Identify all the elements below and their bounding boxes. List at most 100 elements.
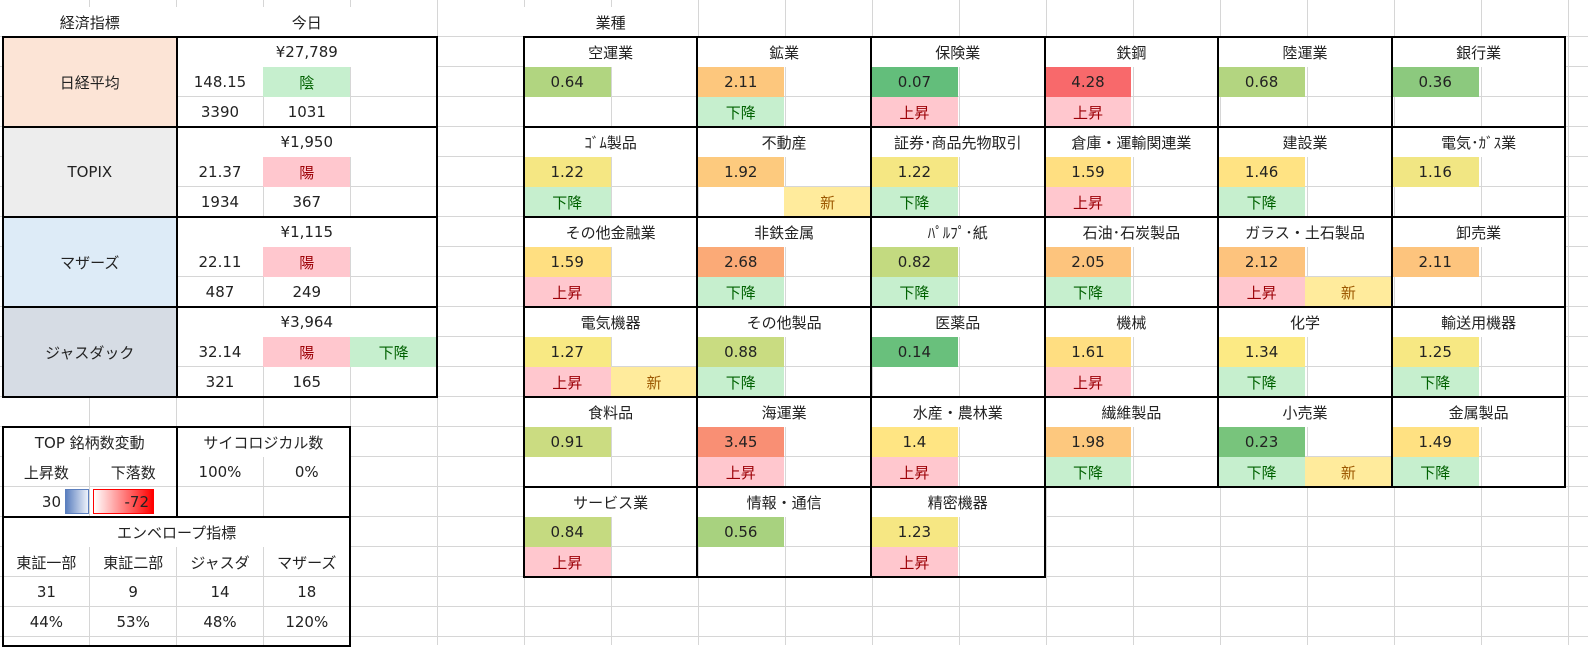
envelope-column-header[interactable]: ジャスダ <box>190 553 250 572</box>
sector-value[interactable]: 1.16 <box>1391 157 1479 187</box>
sector-trend[interactable]: 上昇 <box>1218 277 1305 307</box>
index-count-b[interactable]: 165 <box>292 373 322 391</box>
index-name[interactable]: TOPIX <box>3 127 177 217</box>
envelope-column-header[interactable]: 東証一部 <box>16 553 77 572</box>
sector-new-badge[interactable]: 新 <box>610 367 698 397</box>
sector-value[interactable]: 1.98 <box>1044 427 1132 457</box>
sector-value[interactable]: 0.84 <box>523 517 611 547</box>
index-count-a[interactable]: 321 <box>205 373 235 391</box>
sector-trend[interactable]: 下降 <box>1218 457 1305 487</box>
sector-name[interactable]: 医薬品 <box>871 307 1045 337</box>
psychological-value[interactable]: 100% <box>198 463 242 481</box>
sector-trend[interactable]: 下降 <box>697 367 785 397</box>
index-change[interactable]: 21.37 <box>198 163 242 181</box>
sector-name[interactable]: 石油･石炭製品 <box>1044 217 1219 247</box>
sector-name[interactable]: 海運業 <box>697 397 871 427</box>
header-today[interactable]: 今日 <box>176 7 437 37</box>
sector-trend[interactable]: 下降 <box>1218 187 1305 217</box>
index-candle[interactable]: 陽 <box>263 337 351 367</box>
index-count-b[interactable]: 249 <box>292 283 322 301</box>
sector-name[interactable]: 保険業 <box>871 37 1045 67</box>
sector-trend[interactable]: 下降 <box>1218 367 1305 397</box>
fall-label[interactable]: 下落数 <box>110 463 156 482</box>
sector-name[interactable]: 食料品 <box>523 397 698 427</box>
psychological-value[interactable]: 0% <box>294 463 319 481</box>
sector-name[interactable]: 小売業 <box>1218 397 1392 427</box>
sector-name[interactable]: 空運業 <box>523 37 698 67</box>
envelope-count[interactable]: 18 <box>297 583 317 601</box>
sector-trend[interactable]: 上昇 <box>1044 97 1132 127</box>
sector-trend[interactable]: 下降 <box>1391 367 1479 397</box>
sector-value[interactable]: 1.25 <box>1391 337 1479 367</box>
sector-trend[interactable]: 上昇 <box>1044 367 1132 397</box>
sector-name[interactable]: 情報・通信 <box>697 487 871 517</box>
sector-value[interactable]: 1.4 <box>871 427 958 457</box>
sector-trend[interactable]: 下降 <box>871 187 958 217</box>
envelope-percent[interactable]: 44% <box>29 613 64 631</box>
sector-trend[interactable]: 下降 <box>1044 277 1132 307</box>
sector-trend[interactable]: 上昇 <box>1044 187 1132 217</box>
sector-value[interactable]: 0.64 <box>523 67 611 97</box>
sector-name[interactable]: 銀行業 <box>1391 37 1566 67</box>
sector-value[interactable]: 1.34 <box>1218 337 1305 367</box>
sector-name[interactable]: ガラス・土石製品 <box>1218 217 1392 247</box>
sector-name[interactable]: 倉庫・運輸関連業 <box>1044 127 1219 157</box>
envelope-percent[interactable]: 120% <box>285 613 329 631</box>
top-stocks-title[interactable]: TOP 銘柄数変動 <box>3 427 177 457</box>
sector-value[interactable]: 2.12 <box>1218 247 1305 277</box>
sector-value[interactable]: 1.23 <box>871 517 958 547</box>
sector-name[interactable]: 卸売業 <box>1391 217 1566 247</box>
sector-name[interactable]: 金属製品 <box>1391 397 1566 427</box>
header-sector[interactable]: 業種 <box>523 7 698 37</box>
sector-trend[interactable]: 上昇 <box>871 457 958 487</box>
sector-value[interactable]: 0.36 <box>1391 67 1479 97</box>
envelope-count[interactable]: 14 <box>210 583 230 601</box>
sector-name[interactable]: ｺﾞﾑ製品 <box>523 127 698 157</box>
sector-name[interactable]: 電気･ｶﾞｽ業 <box>1391 127 1566 157</box>
index-change[interactable]: 148.15 <box>193 73 247 91</box>
rise-label[interactable]: 上昇数 <box>23 463 69 482</box>
header-indicator[interactable]: 経済指標 <box>3 7 177 37</box>
sector-trend[interactable]: 下降 <box>523 187 611 217</box>
index-count-a[interactable]: 1934 <box>200 193 240 211</box>
sector-trend[interactable]: 下降 <box>697 97 785 127</box>
sector-name[interactable]: 非鉄金属 <box>697 217 871 247</box>
sector-value[interactable]: 1.61 <box>1044 337 1132 367</box>
psychological-title[interactable]: サイコロジカル数 <box>176 427 351 457</box>
index-count-b[interactable]: 367 <box>292 193 322 211</box>
sector-trend[interactable]: 下降 <box>1391 457 1479 487</box>
sector-value[interactable]: 1.22 <box>871 157 958 187</box>
sector-name[interactable]: その他製品 <box>697 307 871 337</box>
sector-name[interactable]: 鉄鋼 <box>1044 37 1219 67</box>
sector-trend[interactable]: 上昇 <box>697 457 785 487</box>
sector-value[interactable]: 1.49 <box>1391 427 1479 457</box>
sector-value[interactable]: 2.11 <box>1391 247 1479 277</box>
sector-trend[interactable]: 下降 <box>697 277 785 307</box>
fall-value[interactable]: -72 <box>93 489 154 514</box>
sector-new-badge[interactable]: 新 <box>1305 277 1392 307</box>
envelope-count[interactable]: 9 <box>128 583 138 601</box>
sector-trend[interactable]: 上昇 <box>871 97 958 127</box>
index-change[interactable]: 32.14 <box>198 343 242 361</box>
index-price[interactable]: ¥1,950 <box>176 127 437 157</box>
sector-trend[interactable]: 上昇 <box>523 277 611 307</box>
sector-value[interactable]: 0.56 <box>697 517 785 547</box>
envelope-title[interactable]: エンベロープ指標 <box>3 517 351 547</box>
sector-trend[interactable]: 下降 <box>1044 457 1132 487</box>
sector-new-badge[interactable]: 新 <box>784 187 871 217</box>
sector-name[interactable]: サービス業 <box>523 487 698 517</box>
sector-value[interactable]: 1.46 <box>1218 157 1305 187</box>
index-count-a[interactable]: 3390 <box>200 103 240 121</box>
sector-value[interactable]: 1.59 <box>523 247 611 277</box>
sector-name[interactable]: 陸運業 <box>1218 37 1392 67</box>
sector-value[interactable]: 1.92 <box>697 157 785 187</box>
sector-name[interactable]: 輸送用機器 <box>1391 307 1566 337</box>
envelope-percent[interactable]: 53% <box>116 613 150 631</box>
sector-name[interactable]: 電気機器 <box>523 307 698 337</box>
sector-name[interactable]: 精密機器 <box>871 487 1045 517</box>
index-name[interactable]: 日経平均 <box>3 37 177 127</box>
sector-name[interactable]: 鉱業 <box>697 37 871 67</box>
index-count-a[interactable]: 487 <box>205 283 235 301</box>
index-candle[interactable]: 陽 <box>263 247 351 277</box>
index-count-b[interactable]: 1031 <box>287 103 326 121</box>
